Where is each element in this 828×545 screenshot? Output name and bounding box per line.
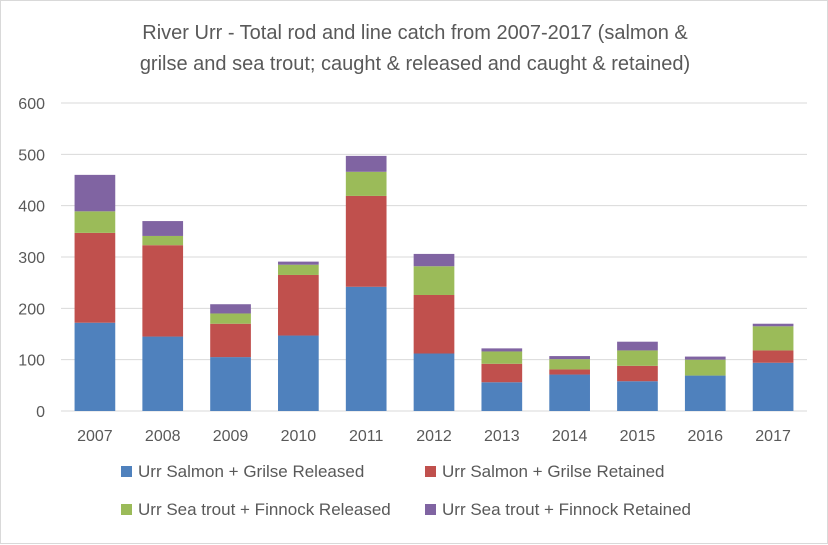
bar-2016-series-3: [684, 359, 726, 376]
bar-2016-series-4: [684, 356, 726, 360]
bar-2016-series-1: [684, 375, 726, 411]
x-tick-label: 2016: [687, 428, 723, 445]
bar-2010-series-1: [278, 335, 319, 411]
legend-swatch-4: [425, 504, 436, 515]
bar-2013-series-4: [481, 348, 523, 352]
bar-2007-series-4: [74, 174, 116, 212]
bar-2008-series-3: [142, 235, 184, 246]
y-tick-label: 500: [18, 147, 45, 164]
bar-2010-series-2: [278, 274, 319, 336]
bar-2015-series-3: [617, 350, 658, 366]
y-tick-label: 300: [18, 250, 45, 267]
legend-swatch-1: [121, 466, 132, 477]
bar-2009-series-4: [210, 304, 251, 314]
bar-2014-series-2: [549, 369, 590, 375]
legend-label-4: Urr Sea trout + Finnock Retained: [442, 500, 691, 519]
y-axis-ticks: 0 100 200 300 400 500 600: [18, 96, 45, 421]
y-tick-label: 200: [18, 301, 45, 318]
bar-2010-series-3: [278, 264, 319, 275]
x-tick-label: 2013: [484, 428, 520, 445]
x-axis-ticks: 2007 2008 2009 2010 2011 2012 2013 2014 2015 2016…: [77, 428, 791, 445]
bar-2010-series-4: [278, 261, 319, 265]
bar-2017-series-1: [752, 362, 794, 411]
bar-2012-series-4: [413, 253, 455, 267]
bar-2011-series-2: [345, 195, 387, 287]
bar-2017-series-2: [752, 350, 794, 363]
bar-2013-series-2: [481, 363, 523, 383]
bars: [74, 155, 794, 411]
bar-2008-series-1: [142, 336, 184, 411]
legend-label-3: Urr Sea trout + Finnock Released: [138, 500, 391, 519]
bar-2011-series-1: [345, 286, 387, 411]
x-tick-label: 2017: [755, 428, 791, 445]
y-tick-label: 600: [18, 96, 45, 113]
bar-2009-series-1: [210, 357, 251, 411]
y-tick-label: 100: [18, 353, 45, 370]
bar-2013-series-1: [481, 382, 523, 411]
bar-2014-series-1: [549, 374, 590, 411]
bar-2008-series-4: [142, 221, 184, 236]
bar-2012-series-2: [413, 294, 455, 354]
x-tick-label: 2008: [145, 428, 181, 445]
bar-2007-series-3: [74, 211, 116, 233]
bar-2015-series-2: [617, 365, 658, 382]
x-tick-label: 2007: [77, 428, 113, 445]
bar-2017-series-3: [752, 326, 794, 351]
bar-2007-series-2: [74, 232, 116, 323]
bar-2009-series-3: [210, 313, 251, 324]
legend-label-2: Urr Salmon + Grilse Retained: [442, 462, 665, 481]
bar-2017-series-4: [752, 323, 794, 327]
x-tick-label: 2011: [349, 428, 384, 445]
chart-title-line-1: River Urr - Total rod and line catch fro…: [142, 22, 688, 44]
bar-2009-series-2: [210, 323, 251, 358]
chart-title-line-2: grilse and sea trout; caught & released …: [140, 53, 690, 75]
x-tick-label: 2015: [620, 428, 656, 445]
bar-2011-series-4: [345, 155, 387, 172]
bar-2012-series-3: [413, 266, 455, 295]
legend-swatch-3: [121, 504, 132, 515]
bar-2014-series-4: [549, 356, 590, 360]
x-tick-label: 2009: [213, 428, 249, 445]
x-tick-label: 2010: [281, 428, 317, 445]
bar-2011-series-3: [345, 171, 387, 196]
y-tick-label: 400: [18, 199, 45, 216]
bar-2008-series-2: [142, 245, 184, 337]
bar-2012-series-1: [413, 353, 455, 411]
bar-2014-series-3: [549, 359, 590, 370]
bar-2015-series-1: [617, 381, 658, 411]
x-tick-label: 2014: [552, 428, 588, 445]
bar-2015-series-4: [617, 341, 658, 351]
y-tick-label: 0: [36, 404, 45, 421]
bar-2013-series-3: [481, 351, 523, 364]
x-tick-label: 2012: [416, 428, 452, 445]
legend-label-1: Urr Salmon + Grilse Released: [138, 462, 364, 481]
legend-swatch-2: [425, 466, 436, 477]
bar-2007-series-1: [74, 322, 116, 411]
legend: Urr Salmon + Grilse Released Urr Salmon +…: [121, 462, 691, 519]
